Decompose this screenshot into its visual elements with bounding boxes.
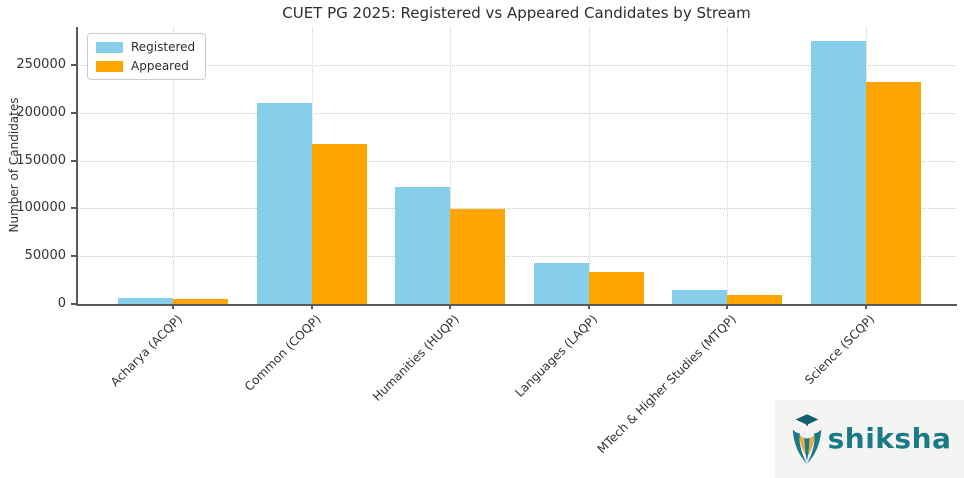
bar-registered-1: [118, 297, 173, 304]
x-tick-label: Languages (LAQP): [512, 312, 601, 400]
y-tick-label: 100000: [16, 200, 66, 216]
x-tick-mark: [864, 305, 867, 309]
h-gridline: [78, 112, 955, 114]
bar-appeared-2: [311, 143, 367, 304]
y-axis-spine: [76, 27, 78, 304]
h-gridline: [78, 65, 955, 67]
x-tick-label: Science (SCQP): [802, 312, 878, 388]
bar-appeared-4: [588, 272, 644, 304]
legend-item-appeared: Appeared: [96, 59, 195, 73]
h-gridline: [78, 208, 955, 210]
legend-item-registered: Registered: [96, 40, 195, 54]
shiksha-watermark: shiksha: [775, 400, 964, 478]
x-tick-mark: [449, 305, 451, 309]
bar-appeared-5: [727, 295, 782, 304]
v-gridline: [450, 27, 451, 304]
shiksha-logo-text: shiksha: [827, 422, 952, 455]
h-gridline: [78, 256, 955, 258]
x-tick-label: MTech & Higher Studies (MTQP): [594, 312, 739, 457]
bar-registered-6: [810, 41, 866, 304]
y-tick-label: 200000: [16, 104, 66, 120]
y-tick-mark: [71, 303, 76, 305]
x-tick-label: Common (COQP): [241, 312, 324, 394]
h-gridline: [78, 160, 955, 162]
legend-label: Appeared: [131, 59, 189, 73]
x-tick-mark: [726, 305, 728, 309]
v-gridline: [173, 27, 174, 304]
y-tick-mark: [71, 64, 76, 67]
bar-appeared-3: [450, 209, 505, 304]
appeared-swatch-icon: [96, 60, 123, 72]
shiksha-logo-icon: [792, 414, 821, 464]
x-tick-label: Acharya (ACQP): [107, 312, 185, 390]
y-tick-label: 50000: [24, 248, 66, 264]
bar-appeared-1: [173, 299, 228, 304]
x-tick-mark: [172, 305, 174, 309]
bar-registered-3: [395, 186, 450, 304]
bar-appeared-6: [865, 82, 921, 304]
x-axis-spine: [76, 304, 957, 306]
y-tick-mark: [71, 207, 76, 210]
registered-swatch-icon: [96, 41, 123, 53]
y-tick-label: 150000: [16, 152, 66, 168]
y-tick-mark: [71, 111, 76, 114]
bar-registered-5: [672, 289, 727, 304]
x-tick-mark: [310, 305, 313, 309]
chart-legend: Registered Appeared: [87, 33, 207, 80]
x-tick-label: Humanities (HUQP): [370, 312, 462, 404]
legend-label: Registered: [131, 40, 196, 54]
v-gridline: [727, 27, 728, 304]
x-tick-mark: [587, 305, 590, 309]
plot-area: Registered Appeared: [76, 27, 957, 306]
y-tick-mark: [71, 159, 76, 162]
chart-title: CUET PG 2025: Registered vs Appeared Can…: [282, 4, 751, 22]
bar-registered-4: [533, 262, 589, 304]
v-gridline: [588, 27, 590, 304]
y-tick-mark: [71, 255, 76, 258]
bar-registered-2: [256, 103, 312, 304]
y-tick-label: 0: [57, 296, 66, 311]
y-tick-label: 250000: [16, 57, 66, 73]
